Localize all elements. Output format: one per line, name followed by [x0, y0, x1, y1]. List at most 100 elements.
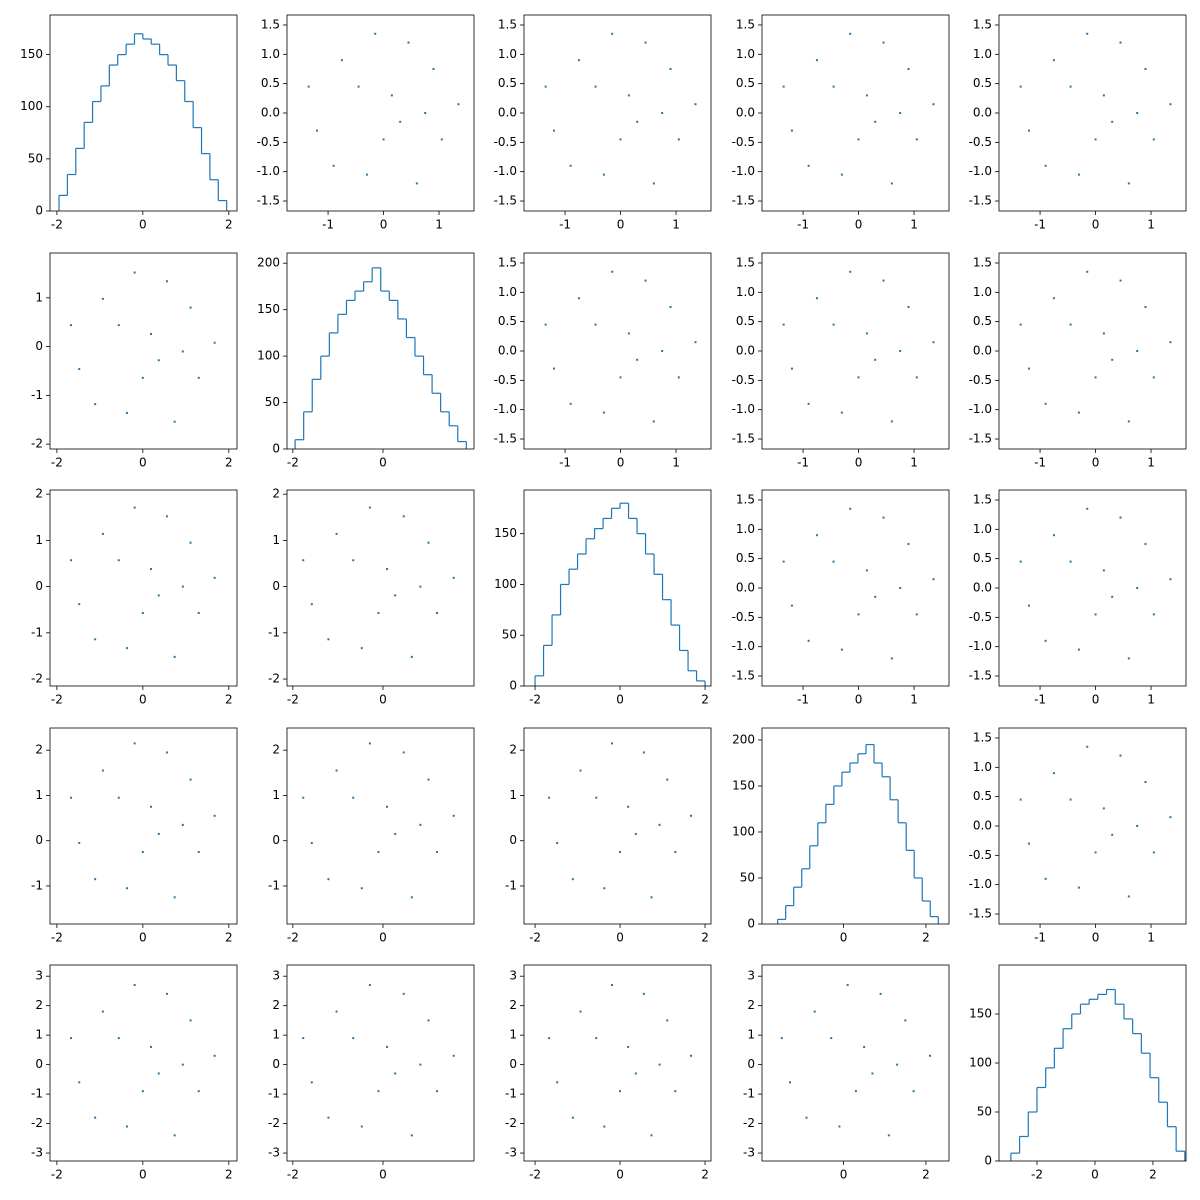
y-tick-label: 1: [272, 1028, 280, 1042]
y-tick-label: 100: [732, 824, 755, 838]
y-tick-label: 0.5: [736, 551, 755, 565]
point: [904, 1019, 907, 1022]
point: [327, 878, 330, 881]
point: [1144, 542, 1147, 545]
point: [1144, 780, 1147, 783]
point: [840, 173, 843, 176]
y-tick-label: 2: [35, 743, 43, 757]
y-tick-label: 0: [984, 1154, 992, 1168]
point: [117, 796, 120, 799]
point: [610, 984, 613, 987]
y-tick-label: 100: [20, 99, 43, 113]
point: [213, 341, 216, 344]
point: [1077, 173, 1080, 176]
x-tick-label: 2: [922, 1168, 930, 1182]
x-tick-label: 0: [616, 931, 624, 945]
point: [579, 769, 582, 772]
point: [1144, 305, 1147, 308]
point: [402, 515, 405, 518]
x-tick-label: -1: [559, 218, 571, 232]
point: [1169, 341, 1172, 344]
y-tick-label: -0.5: [494, 135, 517, 149]
point: [1086, 507, 1089, 510]
y-tick-label: 1: [35, 1028, 43, 1042]
point: [552, 367, 555, 370]
point: [658, 823, 661, 826]
point: [634, 832, 637, 835]
point: [1027, 129, 1030, 132]
point: [556, 841, 559, 844]
x-tick-label: 2: [225, 456, 233, 470]
y-tick-label: 0: [747, 917, 755, 931]
y-tick-label: 1.5: [736, 492, 755, 506]
point: [915, 138, 918, 141]
point: [407, 41, 410, 44]
y-tick-label: -2: [31, 672, 43, 686]
point: [642, 992, 645, 995]
y-tick-label: -1: [31, 388, 43, 402]
y-tick-label: 0: [35, 833, 43, 847]
point: [133, 271, 136, 274]
point: [386, 568, 389, 571]
y-tick-label: 0.0: [973, 581, 992, 595]
point: [1127, 895, 1130, 898]
point: [634, 1072, 637, 1075]
point: [644, 279, 647, 282]
y-tick-label: 0: [272, 579, 280, 593]
point: [619, 376, 622, 379]
point: [440, 138, 443, 141]
y-tick-label: 1: [35, 533, 43, 547]
point: [915, 376, 918, 379]
point: [1027, 604, 1030, 607]
y-tick-label: -1.5: [969, 194, 992, 208]
point: [840, 648, 843, 651]
point: [619, 138, 622, 141]
x-tick-label: 0: [1091, 1168, 1099, 1182]
point: [1094, 613, 1097, 616]
x-tick-label: 0: [616, 693, 624, 707]
point: [173, 655, 176, 658]
y-tick-label: -0.5: [732, 373, 755, 387]
y-tick-label: 50: [265, 395, 280, 409]
point: [890, 420, 893, 423]
y-tick-label: -2: [31, 437, 43, 451]
axes-frame: [286, 727, 475, 925]
x-tick-label: 0: [139, 1168, 147, 1182]
x-tick-label: -1: [1034, 456, 1046, 470]
point: [410, 896, 413, 899]
point: [386, 1045, 389, 1048]
point: [302, 1037, 305, 1040]
point: [790, 604, 793, 607]
y-tick-label: 50: [977, 1105, 992, 1119]
x-tick-label: 0: [855, 456, 863, 470]
point: [674, 851, 677, 854]
axes-frame: [761, 252, 950, 450]
y-tick-label: 1.5: [261, 17, 280, 31]
point: [427, 1019, 430, 1022]
point: [101, 532, 104, 535]
point: [782, 85, 785, 88]
point: [150, 332, 153, 335]
point: [1119, 279, 1122, 282]
x-tick-label: 0: [617, 456, 625, 470]
point: [1094, 376, 1097, 379]
y-tick-label: 0.5: [736, 76, 755, 90]
point: [310, 841, 313, 844]
y-tick-label: 100: [969, 1056, 992, 1070]
point: [782, 560, 785, 563]
point: [78, 368, 81, 371]
point: [213, 576, 216, 579]
y-tick-label: 2: [509, 743, 517, 757]
y-tick-label: -1.5: [257, 194, 280, 208]
point: [125, 647, 128, 650]
point: [150, 805, 153, 808]
y-tick-label: -2: [505, 1116, 517, 1130]
x-tick-label: 2: [701, 931, 709, 945]
point: [932, 341, 935, 344]
point: [658, 1063, 661, 1066]
point: [327, 1116, 330, 1119]
point: [368, 984, 371, 987]
point: [890, 657, 893, 660]
y-tick-label: 1.5: [498, 255, 517, 269]
